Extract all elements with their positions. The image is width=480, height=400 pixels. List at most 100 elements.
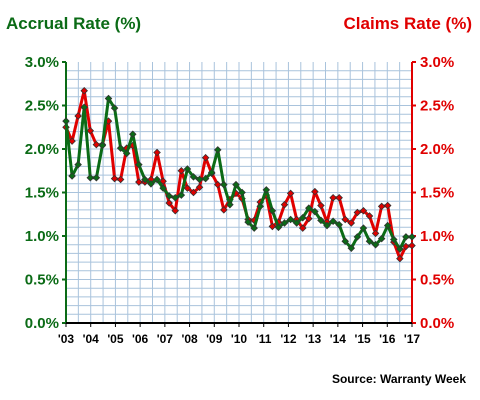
accrual-rate-point (238, 188, 246, 197)
x-tick-label: '13 (305, 332, 322, 346)
accrual-rate-point (353, 233, 362, 241)
accrual-rate-point (135, 160, 143, 169)
accrual-rate-point (122, 149, 131, 158)
claims-rate-line (64, 89, 413, 261)
accrual-rate-point (129, 130, 137, 138)
source-note: Source: Warranty Week (331, 372, 466, 386)
accrual-rate-point (159, 184, 167, 192)
accrual-rate-point (335, 220, 343, 229)
claims-rate-point (317, 201, 325, 210)
x-tick-label: '16 (379, 332, 396, 346)
claims-rate-point (92, 140, 101, 149)
claims-rate-point (377, 202, 386, 211)
y-tick-label-right: 1.5% (420, 185, 454, 202)
claims-rate-point (365, 212, 374, 220)
claims-rate-point (280, 200, 289, 209)
claims-rate-point (74, 112, 82, 120)
y-tick-label-left: 1.0% (25, 228, 59, 245)
accrual-rate-point (213, 146, 222, 154)
accrual-rate-point (177, 191, 186, 199)
x-tick-label: '12 (280, 332, 297, 346)
accrual-rate-point (256, 202, 265, 211)
y-tick-label-right: 2.0% (420, 141, 454, 158)
accrual-rate-point (116, 144, 125, 152)
y-tick-label-right: 1.0% (420, 228, 454, 245)
accrual-rate-point (323, 221, 331, 230)
x-tick-label: '04 (83, 332, 100, 346)
accrual-rate-point (86, 173, 95, 182)
claims-rate-point (408, 241, 416, 250)
y-tick-label-left: 3.0% (25, 54, 59, 71)
accrual-rate-point (244, 218, 252, 226)
accrual-rate-point (371, 240, 380, 249)
left-axis-title: Accrual Rate (%) (6, 14, 142, 33)
claims-rate-point (110, 174, 119, 183)
accrual-rate-point (408, 233, 416, 241)
accrual-rate-point (298, 213, 307, 222)
right-axis-title: Claims Rate (%) (343, 14, 472, 33)
grid (65, 62, 413, 323)
accrual-rate-point (365, 237, 374, 245)
accrual-rate-point (183, 165, 192, 173)
x-tick-label: '05 (107, 332, 124, 346)
claims-rate-point (201, 153, 210, 162)
accrual-rate-series (62, 94, 416, 253)
accrual-rate-point (305, 204, 313, 212)
accrual-rate-point (311, 207, 319, 216)
claims-rate-point (329, 193, 337, 202)
claims-rate-point (165, 199, 173, 207)
accrual-rate-point (341, 237, 349, 245)
x-tick-label: '11 (256, 332, 272, 346)
x-tick-label: '14 (330, 332, 347, 346)
claims-rate-point (171, 207, 180, 215)
y-tick-label-right: 0.0% (420, 315, 454, 332)
accrual-rate-point (329, 217, 337, 225)
x-tick-label: '17 (404, 332, 421, 346)
y-tick-label-left: 0.0% (25, 315, 59, 332)
accrual-rate-point (347, 244, 356, 252)
x-tick-label: '09 (206, 332, 223, 346)
claims-rate-point (68, 137, 76, 145)
claims-rate-point (220, 206, 228, 214)
accrual-rate-point (232, 180, 240, 189)
axes: 0.0% 0.0% 0.5% 0.5% 1.0% 1.0% 1.5% 1.5% 2.0% 2.0%… (25, 54, 454, 346)
claims-rate-point (396, 254, 404, 263)
claims-rate-point (402, 242, 410, 251)
claims-rate-point (359, 207, 368, 215)
claims-rate-point (311, 187, 319, 196)
claims-rate-point (116, 175, 125, 184)
claims-rate-point (353, 208, 362, 217)
accrual-rate-point (383, 221, 392, 230)
accrual-rate-point (274, 223, 283, 232)
x-tick-label: '06 (132, 332, 149, 346)
claims-rate-point (153, 148, 161, 157)
y-tick-label-left: 2.5% (25, 98, 59, 115)
claims-rate-point (268, 222, 277, 231)
accrual-rate-point (220, 180, 228, 189)
accrual-rate-point (74, 160, 82, 169)
accrual-rate-point (262, 186, 271, 194)
accrual-rate-point (207, 168, 216, 177)
claims-rate-point (371, 229, 380, 238)
accrual-rate-point (268, 207, 277, 215)
accrual-rate-point (80, 103, 88, 112)
accrual-rate-point (317, 216, 325, 225)
x-tick-label: '15 (354, 332, 371, 346)
x-tick-label: '10 (231, 332, 248, 346)
accrual-rate-point (226, 200, 234, 209)
accrual-rate-point (68, 172, 76, 180)
accrual-rate-point (280, 219, 289, 227)
claims-rate-point (177, 166, 186, 175)
accrual-rate-point (286, 215, 295, 224)
y-tick-label-right: 2.5% (420, 98, 454, 115)
claims-rate-point (335, 193, 343, 202)
claims-rate-point (183, 184, 192, 192)
claims-rate-point (195, 183, 204, 192)
accrual-rate-point (201, 174, 210, 183)
claims-rate-point (80, 86, 88, 95)
y-tick-label-right: 3.0% (420, 54, 454, 71)
accrual-rate-point (390, 235, 398, 244)
claims-rate-point (286, 189, 295, 198)
claims-rate-point (213, 180, 222, 189)
